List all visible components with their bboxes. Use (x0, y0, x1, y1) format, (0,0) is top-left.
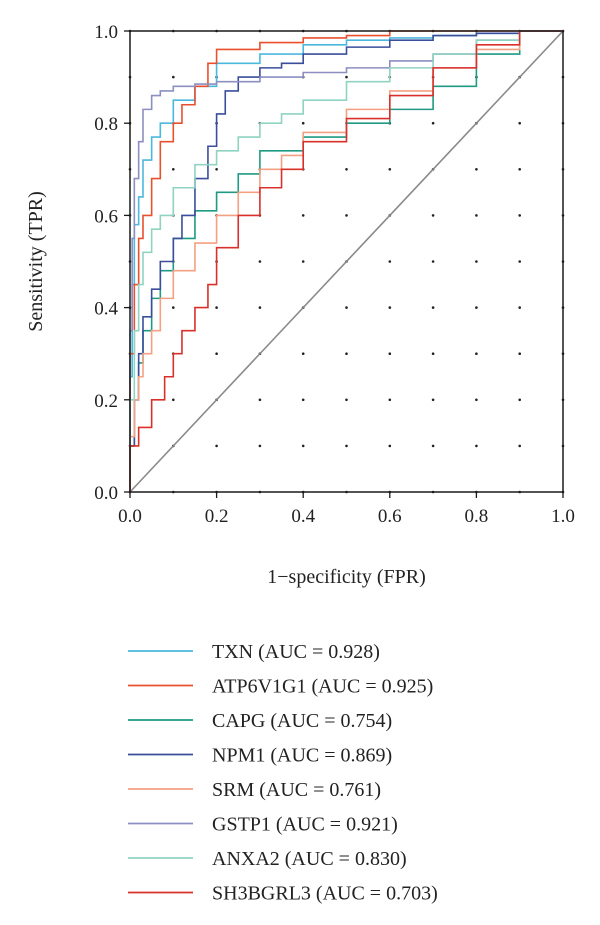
legend-label: SH3BGRL3 (AUC = 0.703) (212, 883, 438, 905)
grid-dot (518, 398, 521, 402)
legend-label: SRM (AUC = 0.761) (212, 779, 381, 801)
grid-dot (215, 444, 218, 448)
y-tick-label: 1.0 (94, 22, 118, 43)
y-tick-label: 0.4 (94, 299, 118, 320)
grid-dot (258, 306, 262, 309)
y-axis-title: Sensitivity (TPR) (25, 191, 47, 332)
x-tick-label: 0.0 (118, 506, 142, 527)
x-tick-label: 0.8 (465, 506, 489, 527)
grid-dot (518, 260, 521, 263)
grid-dot (301, 444, 305, 448)
grid-dot (475, 214, 478, 217)
grid-dot (215, 306, 218, 309)
grid-dot (301, 121, 305, 125)
grid-dot (301, 352, 305, 356)
grid-dot (431, 121, 435, 125)
grid-dot (388, 398, 392, 402)
grid-dot (258, 398, 262, 402)
roc-curve-atp6v1g1 (129, 30, 563, 492)
x-axis-title: 1−specificity (FPR) (267, 566, 426, 588)
grid-dot (345, 168, 348, 171)
grid-dot (301, 398, 305, 402)
grid-dot (431, 214, 435, 217)
reference-diagonal-layer (129, 30, 564, 493)
grid-dot (518, 121, 521, 125)
x-tick-label: 0.6 (378, 506, 402, 527)
grid-dot (345, 214, 348, 217)
grid-dot (345, 75, 348, 79)
roc-curve-npm1 (129, 30, 563, 492)
grid-dot (475, 398, 478, 402)
legend-label: TXN (AUC = 0.928) (212, 641, 380, 663)
grid-dot (345, 352, 348, 356)
x-tick-label: 0.2 (205, 506, 229, 527)
roc-curve-sh3bgrl3 (129, 30, 563, 492)
grid-dot (518, 352, 521, 356)
grid-dot (518, 306, 521, 309)
grid-dot (301, 214, 305, 217)
roc-curve-capg (129, 30, 563, 492)
grid-dot (475, 168, 478, 171)
grid-dot (475, 306, 478, 309)
reference-diagonal (129, 30, 564, 493)
roc-curves (129, 30, 563, 492)
y-tick-label: 0.2 (94, 391, 118, 412)
grid-dot (431, 444, 435, 448)
grid-dot (215, 352, 218, 356)
grid-dot (172, 168, 175, 171)
legend-label: ANXA2 (AUC = 0.830) (212, 848, 407, 870)
grid-dot (475, 260, 478, 263)
grid-dot (172, 398, 175, 402)
grid-dot (518, 168, 521, 171)
legend-label: CAPG (AUC = 0.754) (212, 710, 392, 732)
grid-dot (301, 260, 305, 263)
grid-dot (345, 444, 348, 448)
grid-dot (388, 306, 392, 309)
legend-label: GSTP1 (AUC = 0.921) (212, 814, 398, 836)
grid-dot (431, 306, 435, 309)
plot-frame (129, 30, 564, 493)
legend: TXN (AUC = 0.928) ATP6V1G1 (AUC = 0.925) C… (128, 641, 438, 905)
grid-dot (258, 444, 262, 448)
grid-dot (518, 444, 521, 448)
y-tick-label: 0.8 (94, 114, 118, 135)
grid-dot (388, 260, 392, 263)
grid-dot (518, 214, 521, 217)
grid-dot (345, 306, 348, 309)
grid-dot (215, 168, 218, 171)
legend-label: NPM1 (AUC = 0.869) (212, 745, 392, 767)
legend-label: ATP6V1G1 (AUC = 0.925) (212, 676, 433, 698)
axes: 0.0 0.2 0.4 0.6 0.8 1.0 0.0 0.2 0.4 0.6 0.8 1.0 (94, 22, 575, 527)
grid-dot (431, 352, 435, 356)
grid-dot (172, 75, 175, 79)
grid-dot (431, 260, 435, 263)
grid-dot (345, 398, 348, 402)
y-tick-label: 0.6 (94, 206, 118, 227)
x-tick-label: 1.0 (551, 506, 575, 527)
grid-dot (258, 260, 262, 263)
grid-dot (431, 398, 435, 402)
grid-dot (475, 444, 478, 448)
grid-dot (172, 306, 175, 309)
grid-dot (475, 352, 478, 356)
y-tick-label: 0.0 (94, 483, 118, 504)
x-tick-label: 0.4 (291, 506, 315, 527)
grid-dot (388, 168, 392, 171)
grid-dot (388, 352, 392, 356)
grid-dot (388, 444, 392, 448)
